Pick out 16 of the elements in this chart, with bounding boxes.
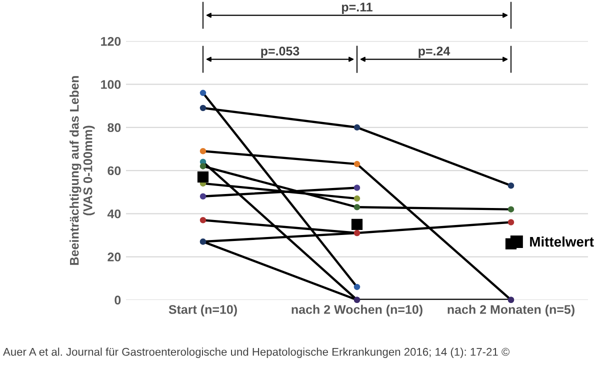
annotation: p=.053	[261, 46, 300, 58]
y-axis-title: Beeinträchtigung auf das Leben (VAS 0-100mm)	[70, 76, 95, 265]
y-tick-label: 20	[108, 252, 121, 262]
x-tick-label: nach 2 Wochen (n=10)	[292, 304, 422, 316]
y-tick-label: 100	[101, 80, 121, 89]
y-tick-label: 60	[108, 166, 121, 176]
legend-label: Mittelwert	[530, 236, 594, 247]
annotation: p=.24	[418, 46, 450, 58]
y-tick-label: 0	[114, 296, 121, 305]
x-tick-label: Start (n=10)	[168, 304, 237, 316]
x-tick-label: nach 2 Monaten (n=5)	[448, 304, 574, 316]
text: p=.11	[342, 2, 372, 14]
y-tick-label: 40	[107, 209, 121, 218]
text: Auer A et al. Journal für Gastroenterologische und Hepatologische Erkrankungen 2016; 14 (1): 17-21 ©	[3, 348, 510, 358]
y-tick-label: 80	[108, 123, 121, 132]
y-tick-label: 120	[101, 36, 121, 46]
